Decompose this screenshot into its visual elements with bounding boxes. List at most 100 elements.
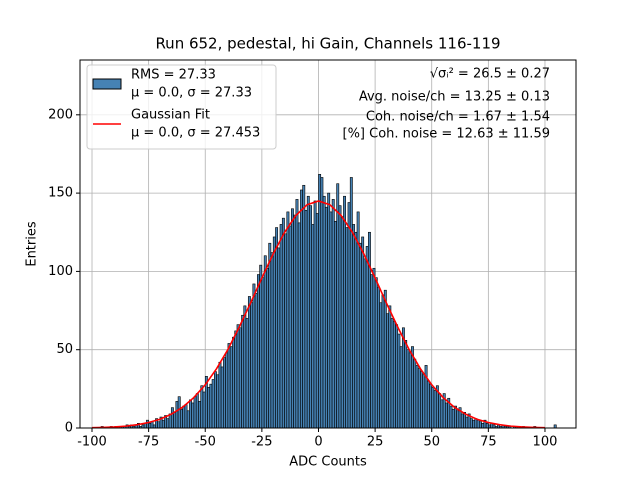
bar <box>413 358 417 429</box>
bar <box>186 410 190 429</box>
bar <box>311 224 315 429</box>
bar <box>476 419 480 429</box>
bar <box>343 195 346 429</box>
bar <box>263 255 267 429</box>
bar <box>261 277 265 429</box>
bar <box>195 393 199 429</box>
bar <box>252 283 256 429</box>
bar <box>236 324 240 429</box>
bar <box>234 330 238 429</box>
y-tick-label: 100 <box>48 264 73 279</box>
bar <box>417 368 421 429</box>
bar <box>297 222 301 429</box>
x-tick-label: -75 <box>138 435 159 450</box>
bar <box>429 383 433 429</box>
bar <box>415 365 419 429</box>
bar <box>146 419 149 429</box>
bar <box>336 183 340 429</box>
bar <box>395 324 399 429</box>
bar <box>168 413 172 429</box>
bar <box>347 202 351 429</box>
bar <box>288 225 292 429</box>
y-axis-label: Entries <box>25 221 40 267</box>
legend-swatch <box>92 78 122 90</box>
bar <box>404 340 408 429</box>
bar <box>392 321 396 429</box>
bar <box>381 294 385 429</box>
bar <box>309 205 312 429</box>
bar <box>266 267 269 429</box>
bar <box>227 343 231 429</box>
bar <box>352 224 356 429</box>
bar <box>220 366 224 429</box>
bar <box>365 246 369 429</box>
bar <box>277 247 281 429</box>
bar <box>345 227 349 429</box>
bar <box>279 224 283 429</box>
bar <box>191 402 195 429</box>
bar <box>259 264 263 429</box>
bar <box>257 274 260 429</box>
bar <box>456 410 460 429</box>
bar <box>148 423 152 429</box>
bar <box>420 371 423 429</box>
bar <box>306 195 310 429</box>
bar <box>180 408 183 429</box>
legend-label: μ = 0.0, σ = 27.33 <box>131 86 252 101</box>
bar <box>431 386 435 429</box>
bar <box>318 174 322 429</box>
y-tick-label: 0 <box>65 421 73 436</box>
bar <box>340 216 344 429</box>
annotation: Coh. noise/ch = 1.67 ± 1.54 <box>366 110 550 125</box>
ticks: -100 -75 -50 -25 0 25 50 75 100 0 50 100 150 200 <box>48 107 557 449</box>
bar <box>433 390 437 429</box>
bar <box>322 195 326 429</box>
bar <box>460 413 464 429</box>
bar <box>315 213 319 429</box>
x-tick-label: -100 <box>77 435 107 450</box>
legend-label: RMS = 27.33 <box>131 68 216 83</box>
x-tick-label: 100 <box>533 435 558 450</box>
bar <box>184 404 188 429</box>
x-axis-label: ADC Counts <box>289 455 367 470</box>
bar <box>358 242 362 429</box>
bar <box>232 336 235 429</box>
bar <box>368 231 371 429</box>
bar <box>445 402 448 429</box>
bar <box>324 206 328 429</box>
bar <box>202 391 206 429</box>
bar <box>465 416 469 429</box>
bar <box>286 211 290 429</box>
bar <box>313 200 317 429</box>
axes-frame <box>79 59 577 429</box>
x-tick-label: -50 <box>195 435 216 450</box>
bar <box>361 236 365 429</box>
bar <box>272 236 276 429</box>
bar <box>284 233 288 429</box>
bar <box>218 361 222 429</box>
bar <box>270 252 274 429</box>
bar <box>198 401 202 429</box>
bar <box>327 192 331 429</box>
bar <box>211 379 215 429</box>
bar <box>175 401 179 429</box>
bar <box>449 405 453 429</box>
legend-label: μ = 0.0, σ = 27.453 <box>131 126 260 141</box>
y-tick-label: 150 <box>48 186 73 201</box>
bar <box>293 214 297 429</box>
bar <box>254 293 258 429</box>
bar <box>291 208 294 429</box>
bar <box>406 349 410 429</box>
bar <box>331 199 335 429</box>
y-tick-label: 200 <box>48 107 73 122</box>
bar <box>241 314 245 429</box>
bar <box>485 423 489 429</box>
bar <box>422 374 426 429</box>
bar <box>349 177 353 429</box>
bar <box>295 199 299 429</box>
bar <box>223 357 226 429</box>
bar <box>173 412 177 429</box>
bar <box>216 374 220 429</box>
x-tick-label: -25 <box>251 435 272 450</box>
